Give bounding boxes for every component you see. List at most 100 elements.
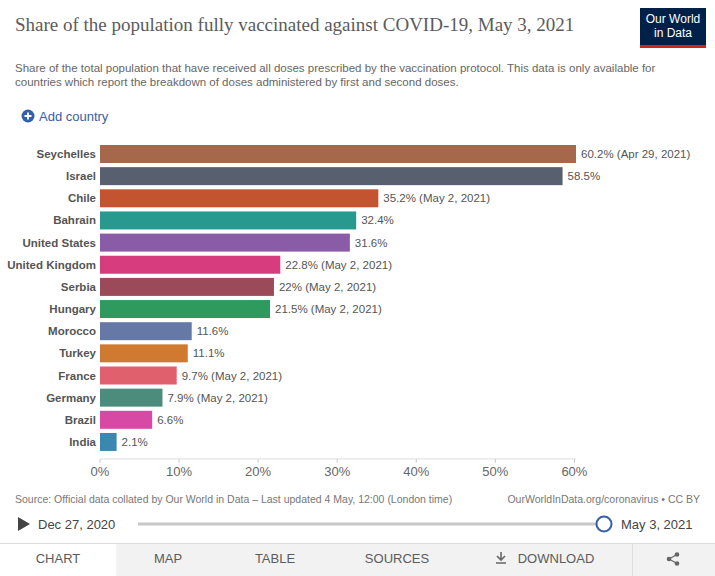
data-label: 2.1% — [122, 436, 148, 448]
tab-bg[interactable] — [330, 544, 464, 576]
tab-bg[interactable] — [220, 544, 330, 576]
timeline-start: Dec 27, 2020 — [38, 517, 115, 532]
data-label: 22% (May 2, 2021) — [279, 281, 376, 293]
download-icon[interactable] — [496, 552, 506, 563]
tab-bar — [0, 543, 715, 576]
category-label: Germany — [46, 392, 96, 404]
category-label: United States — [23, 237, 97, 249]
axis-line — [100, 458, 576, 459]
bar — [100, 145, 576, 163]
chart-root: Share of the population fully vaccinated… — [0, 0, 715, 576]
bar — [100, 211, 356, 229]
tab-bg[interactable] — [116, 544, 220, 576]
tab[interactable]: DOWNLOAD — [464, 544, 633, 576]
category-label: Turkey — [59, 347, 96, 359]
add-icon[interactable] — [22, 110, 35, 123]
add-country[interactable]: Add country — [22, 109, 109, 124]
title: Share of the population fully vaccinated… — [15, 14, 574, 35]
tick-mark — [258, 459, 259, 463]
bars — [100, 145, 576, 451]
tab[interactable]: TABLE — [220, 544, 331, 576]
data-label: 58.5% — [568, 170, 601, 182]
tabs: CHART MAP TABLE SOURCES DOWNLOAD — [0, 543, 715, 576]
text-line: countries which report the breakdown of … — [15, 76, 459, 88]
tick-mark — [100, 459, 101, 463]
add-icon-plus[interactable] — [25, 113, 32, 120]
tab[interactable]: SOURCES — [330, 544, 465, 576]
tick-mark — [574, 459, 575, 463]
tick-mark — [416, 459, 417, 463]
subtitle: Share of the total population that have … — [15, 62, 656, 88]
text-line: Share of the total population that have … — [15, 62, 656, 74]
timeline-handle[interactable] — [597, 517, 612, 532]
data-label: 9.7% (May 2, 2021) — [182, 370, 283, 382]
bar — [100, 411, 152, 429]
tab-label[interactable]: SOURCES — [365, 551, 430, 566]
category-label: Serbia — [61, 281, 97, 293]
data-label: 60.2% (Apr 29, 2021) — [581, 148, 690, 160]
category-label: United Kingdom — [7, 259, 96, 271]
logo: Our Worldin Data — [640, 8, 706, 48]
license: OurWorldInData.org/coronavirus • CC BY — [507, 493, 700, 505]
share-icon[interactable] — [667, 552, 680, 566]
tab[interactable]: CHART — [0, 544, 117, 576]
category-label: Morocco — [48, 325, 96, 337]
category-label: Chile — [68, 192, 96, 204]
tab-label[interactable]: TABLE — [255, 551, 296, 566]
tick-label: 40% — [403, 464, 429, 479]
logo-stripe — [640, 45, 706, 48]
tick-label: 0% — [91, 464, 110, 479]
tab-border — [0, 543, 715, 544]
category-label: France — [58, 370, 96, 382]
logo-text: in Data — [654, 26, 692, 40]
tick-label: 60% — [561, 464, 587, 479]
category-label: Brazil — [65, 414, 96, 426]
share-dot[interactable] — [675, 561, 680, 566]
tab-label[interactable]: CHART — [36, 551, 81, 566]
category-label: Hungary — [49, 303, 96, 315]
tick-label: 30% — [324, 464, 350, 479]
data-label: 35.2% (May 2, 2021) — [383, 192, 490, 204]
category-label: Bahrain — [53, 214, 96, 226]
data-label: 31.6% — [355, 237, 388, 249]
tick-mark — [337, 459, 338, 463]
data-label: 11.1% — [193, 347, 225, 359]
tab[interactable]: MAP — [116, 544, 221, 576]
add-country-label[interactable]: Add country — [39, 109, 109, 124]
bar — [100, 300, 270, 318]
bar — [100, 367, 177, 385]
background — [0, 0, 715, 576]
logo-text: Our World — [646, 12, 700, 26]
logo-box — [640, 8, 706, 48]
bar — [100, 278, 274, 296]
data-label: 21.5% (May 2, 2021) — [275, 303, 382, 315]
tick-label: 10% — [166, 464, 192, 479]
tab-bg[interactable] — [0, 544, 116, 576]
data-label: 6.6% — [157, 414, 183, 426]
share-dot[interactable] — [675, 552, 680, 557]
category-label: Israel — [66, 170, 96, 182]
tick-label: 50% — [482, 464, 508, 479]
tab-bg[interactable] — [464, 544, 632, 576]
bar — [100, 344, 188, 362]
play-button[interactable] — [18, 517, 30, 531]
bar — [100, 433, 117, 451]
category-label: Seychelles — [37, 148, 96, 160]
timeline-track[interactable] — [138, 523, 600, 526]
bar — [100, 256, 280, 274]
tab-divider — [632, 544, 633, 576]
source: Source: Official data collated by Our Wo… — [15, 493, 452, 505]
tab-label[interactable]: MAP — [154, 551, 182, 566]
bar — [100, 234, 350, 252]
text-line: Share of the population fully vaccinated… — [15, 14, 574, 35]
bar — [100, 322, 192, 340]
tab-label[interactable]: DOWNLOAD — [518, 551, 595, 566]
tick-label: 20% — [245, 464, 271, 479]
bar — [100, 189, 378, 207]
category-label: India — [69, 436, 96, 448]
bar — [100, 167, 563, 185]
share-dot[interactable] — [667, 557, 672, 562]
data-label: 32.4% — [361, 214, 394, 226]
labels: Seychelles 60.2% (Apr 29, 2021) Israel 58.5… — [7, 148, 690, 448]
data-label: 11.6% — [197, 325, 229, 337]
